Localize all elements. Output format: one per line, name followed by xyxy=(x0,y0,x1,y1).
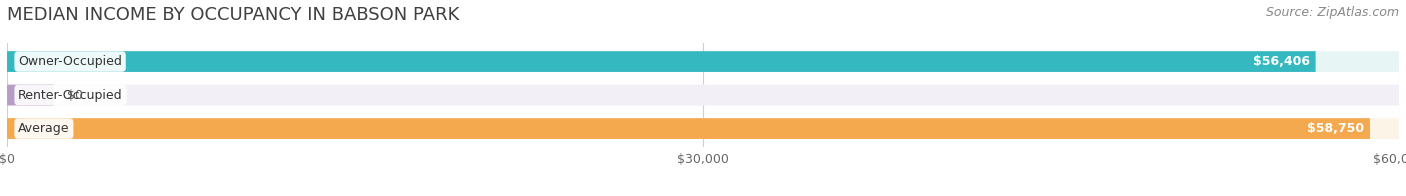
FancyBboxPatch shape xyxy=(7,118,1399,139)
FancyBboxPatch shape xyxy=(7,51,1316,72)
Text: $56,406: $56,406 xyxy=(1253,55,1310,68)
Text: MEDIAN INCOME BY OCCUPANCY IN BABSON PARK: MEDIAN INCOME BY OCCUPANCY IN BABSON PAR… xyxy=(7,6,460,24)
Text: Owner-Occupied: Owner-Occupied xyxy=(18,55,122,68)
Text: Source: ZipAtlas.com: Source: ZipAtlas.com xyxy=(1265,6,1399,19)
FancyBboxPatch shape xyxy=(7,85,1399,105)
Text: $0: $0 xyxy=(67,89,83,102)
FancyBboxPatch shape xyxy=(7,51,1399,72)
Text: Renter-Occupied: Renter-Occupied xyxy=(18,89,122,102)
FancyBboxPatch shape xyxy=(7,118,1369,139)
Text: $58,750: $58,750 xyxy=(1308,122,1364,135)
FancyBboxPatch shape xyxy=(7,85,53,105)
Text: Average: Average xyxy=(18,122,70,135)
